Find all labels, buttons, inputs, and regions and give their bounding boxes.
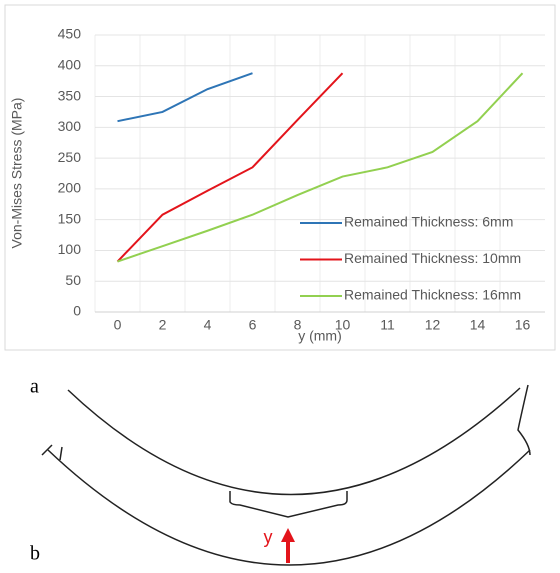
series-line xyxy=(117,72,524,263)
y-tick-label: 300 xyxy=(58,118,82,134)
y-tick-label: 250 xyxy=(58,149,82,165)
x-tick-label: 4 xyxy=(204,317,212,333)
vessel-drawing xyxy=(41,384,531,566)
legend-label: Remained Thickness: 6mm xyxy=(344,214,513,230)
panel-label: a xyxy=(30,376,39,398)
x-tick-label: 8 xyxy=(294,317,302,333)
x-tick-label: 16 xyxy=(515,317,531,333)
notch xyxy=(229,491,348,518)
x-tick-label: 0 xyxy=(114,317,122,333)
panel-label: b xyxy=(30,543,40,565)
legend-label: Remained Thickness: 16mm xyxy=(344,287,521,303)
x-tick-label: 2 xyxy=(159,317,167,333)
outer-arc xyxy=(47,449,531,566)
x-tick-label: 12 xyxy=(425,317,441,333)
x-tick-label: 11 xyxy=(380,317,395,333)
chart-frame xyxy=(4,4,556,351)
arrow-head xyxy=(281,528,295,542)
legend-label: Remained Thickness: 10mm xyxy=(344,250,521,266)
y-tick-label: 350 xyxy=(58,87,82,103)
right-end xyxy=(517,384,531,456)
y-tick-label: 200 xyxy=(58,180,82,196)
y-tick-label: 0 xyxy=(73,303,81,319)
x-tick-label: 10 xyxy=(335,317,351,333)
series-line xyxy=(117,72,253,123)
y-tick-label: 400 xyxy=(58,56,82,72)
y-tick-label: 100 xyxy=(58,241,82,257)
y-tick-label: 150 xyxy=(58,210,82,226)
y-tick-label: 50 xyxy=(65,272,81,288)
x-tick-label: 14 xyxy=(470,317,486,333)
series-line xyxy=(116,72,344,263)
x-tick-label: 6 xyxy=(249,317,257,333)
inner-arc xyxy=(67,387,521,496)
x-axis-label: y (mm) xyxy=(298,328,342,344)
y-tick-label: 450 xyxy=(58,26,82,42)
left-end xyxy=(41,444,63,461)
arrow-label: y xyxy=(264,527,273,547)
y-axis-label: Von-Mises Stress (MPa) xyxy=(9,98,25,249)
